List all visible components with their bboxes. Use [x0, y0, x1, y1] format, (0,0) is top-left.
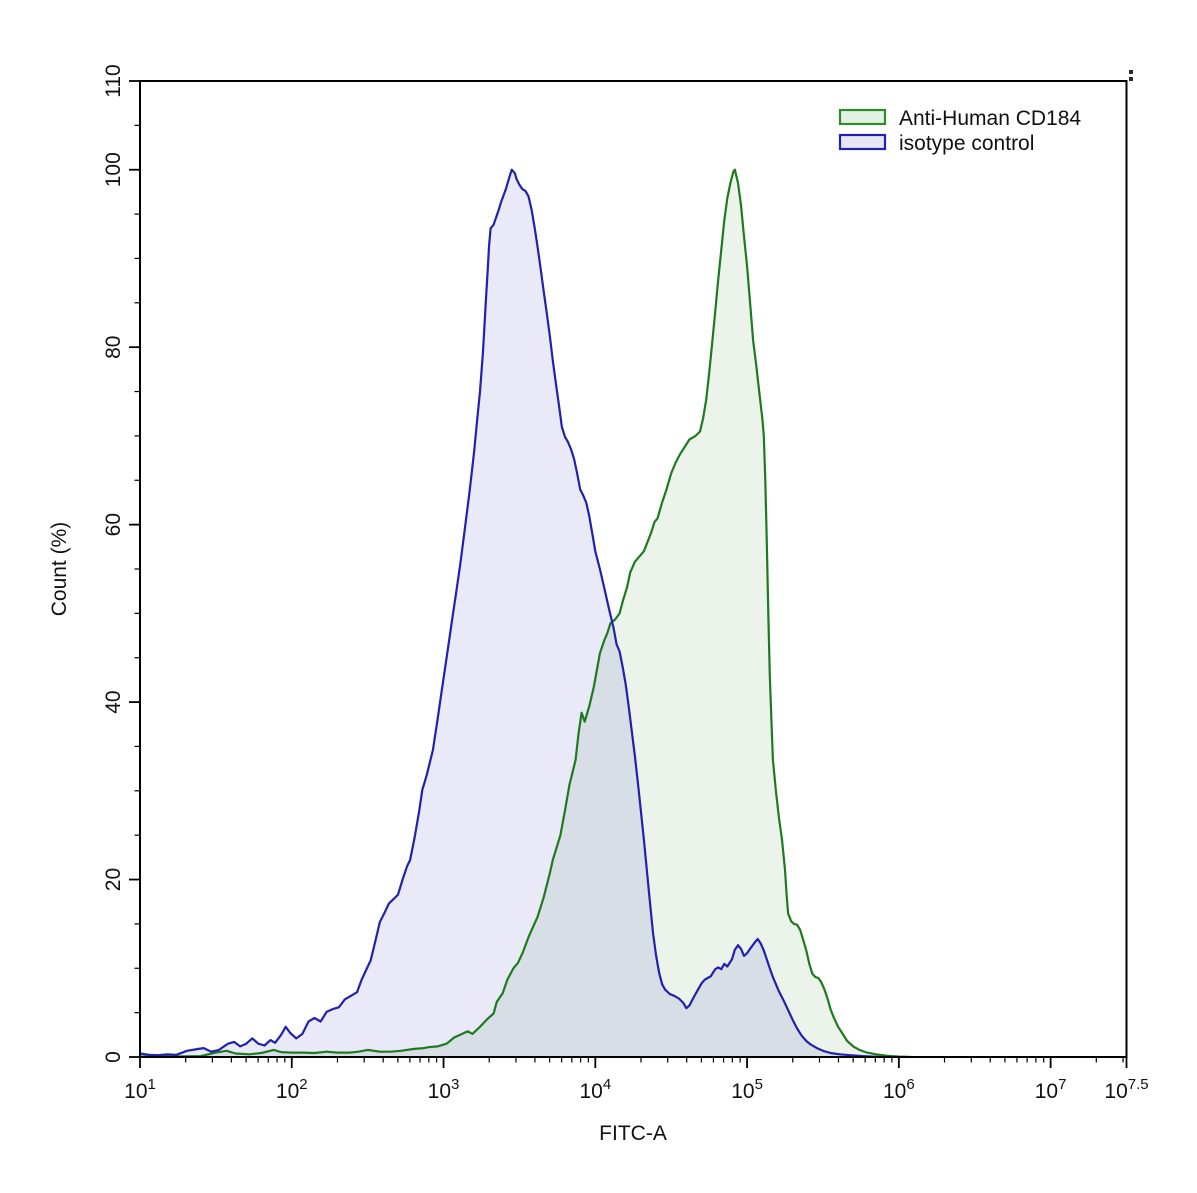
area-anti-human-cd184 — [140, 169, 911, 1057]
series-curves — [138, 168, 913, 1059]
y-tick-label: 100 — [102, 152, 125, 187]
y-tick-label: 110 — [102, 64, 125, 97]
x-tick-label: 101 — [124, 1076, 156, 1103]
x-axis-ticks: 101 102 103 104 105 106 107 107.5 — [124, 1057, 1149, 1103]
scan-artifact-dots — [1129, 70, 1133, 81]
x-tick-label: 107.5 — [1104, 1076, 1148, 1103]
legend-label-anti-human-cd184: Anti-Human CD184 — [899, 107, 1081, 130]
x-tick-label: 104 — [579, 1076, 611, 1103]
y-tick-label: 20 — [102, 868, 125, 891]
y-tick-label: 60 — [102, 513, 125, 536]
x-axis-title: FITC-A — [599, 1122, 667, 1145]
legend-label-isotype-control: isotype control — [899, 132, 1034, 155]
curve-isotype-control — [138, 168, 882, 1059]
x-tick-label: 105 — [731, 1076, 763, 1103]
area-isotype-control — [140, 169, 881, 1057]
x-tick-label: 102 — [276, 1076, 308, 1103]
y-axis-title: Count (%) — [48, 522, 71, 617]
legend: Anti-Human CD184 isotype control — [838, 107, 1081, 155]
legend-swatch-anti-human-cd184 — [838, 108, 887, 126]
y-tick-label: 80 — [102, 336, 125, 359]
legend-swatch-isotype-control — [838, 133, 887, 151]
curve-anti-human-cd184 — [138, 168, 913, 1059]
x-tick-label: 106 — [883, 1076, 915, 1103]
y-tick-label: 40 — [102, 690, 125, 713]
x-tick-label: 107 — [1035, 1076, 1067, 1103]
x-tick-label: 103 — [428, 1076, 460, 1103]
y-tick-label: 0 — [102, 1051, 125, 1063]
y-axis-ticks: 0 20 40 60 80 100 110 — [102, 64, 140, 1063]
